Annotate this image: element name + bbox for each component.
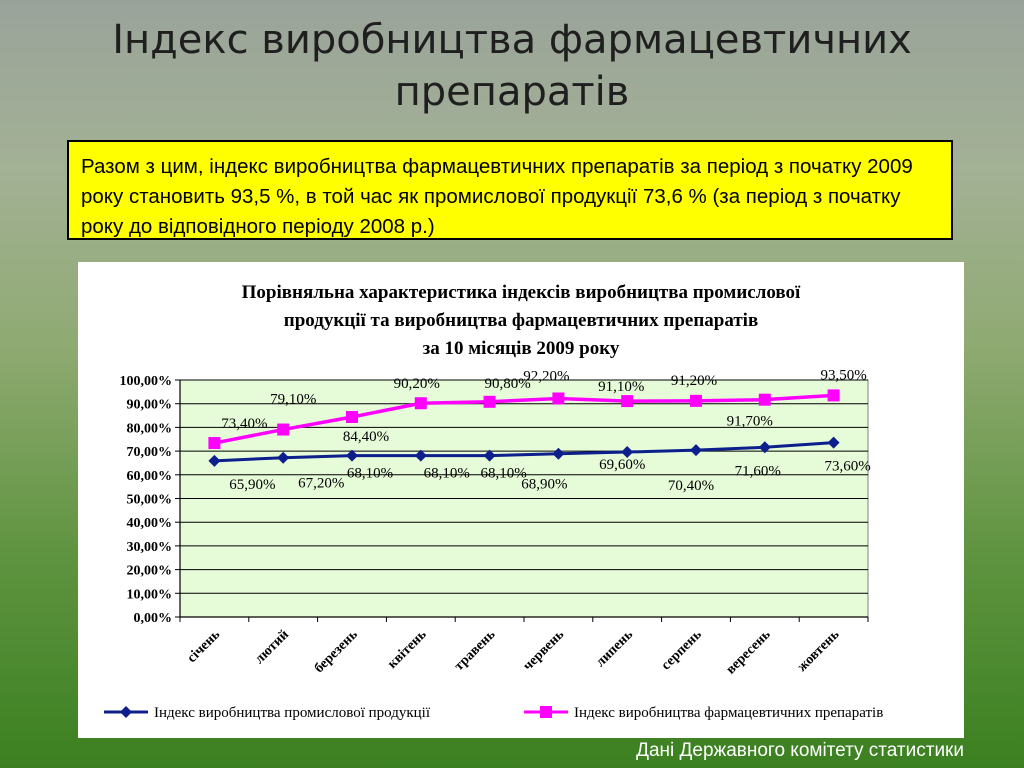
data-label: 90,20% [394, 376, 440, 392]
slide-title-line1: Індекс виробництва фармацевтичних [112, 17, 912, 63]
legend-label: Індекс виробництва фармацевтичних препар… [574, 705, 883, 721]
data-point [758, 441, 771, 454]
y-tick-label: 100,00% [120, 374, 173, 389]
x-tick-label: лютий [252, 627, 292, 667]
chart-title-line: Порівняльна характеристика індексів виро… [242, 282, 801, 303]
y-tick-label: 40,00% [127, 516, 173, 531]
x-tick-label: травень [452, 627, 499, 674]
legend-marker [540, 706, 552, 718]
legend-marker [120, 706, 132, 718]
data-label: 93,50% [820, 367, 866, 383]
slide-title: Індекс виробництва фармацевтичних препар… [0, 14, 1024, 118]
x-tick-label: червень [520, 627, 567, 674]
data-point [277, 423, 290, 436]
x-tick-label: березень [312, 627, 361, 676]
data-point [208, 454, 221, 467]
x-tick-label: вересень [723, 627, 774, 678]
data-point [277, 451, 290, 464]
x-tick-label: липень [593, 627, 636, 670]
data-label: 79,10% [270, 392, 316, 408]
y-tick-label: 80,00% [127, 421, 173, 436]
y-tick-label: 30,00% [127, 540, 173, 555]
legend-label: Індекс виробництва промислової продукції [154, 705, 431, 721]
x-tick-label: жовтень [795, 627, 843, 675]
data-point [827, 436, 840, 449]
data-label: 68,90% [521, 477, 567, 493]
slide-title-line2: препаратів [394, 69, 630, 115]
data-point [414, 449, 427, 462]
data-point [552, 447, 565, 460]
y-tick-label: 20,00% [127, 564, 173, 579]
data-label: 69,60% [599, 457, 645, 473]
data-point [690, 444, 702, 457]
data-label: 67,20% [298, 476, 344, 492]
data-point [552, 392, 565, 405]
data-label: 73,60% [824, 459, 870, 475]
data-label: 68,10% [424, 466, 470, 482]
data-label: 70,40% [668, 478, 714, 494]
summary-note: Разом з цим, індекс виробництва фармацев… [67, 140, 953, 240]
data-label: 92,20% [523, 368, 569, 384]
data-point [621, 446, 634, 459]
x-tick-label: січень [185, 627, 224, 666]
data-point [758, 393, 771, 406]
y-tick-label: 70,00% [127, 445, 173, 460]
y-tick-label: 10,00% [127, 587, 173, 602]
data-point [483, 395, 496, 408]
data-label: 73,40% [221, 416, 267, 432]
line-chart: Порівняльна характеристика індексів виро… [104, 282, 883, 721]
series-line [214, 393, 834, 445]
data-point [414, 397, 427, 410]
x-tick-label: квітень [385, 627, 430, 672]
data-label: 84,40% [343, 429, 389, 445]
data-label: 65,90% [229, 477, 275, 493]
data-point [346, 449, 358, 462]
x-tick-label: серпень [659, 627, 705, 673]
source-note: Дані Державного комітету статистики [636, 740, 964, 761]
chart-container: Порівняльна характеристика індексів виро… [78, 262, 964, 738]
data-point [690, 394, 702, 407]
data-point [208, 437, 221, 450]
chart-title-line: продукції та виробництва фармацевтичних … [284, 310, 758, 331]
data-point [346, 410, 358, 423]
y-tick-label: 50,00% [127, 493, 173, 508]
data-point [621, 395, 634, 408]
y-tick-label: 60,00% [127, 469, 173, 484]
data-label: 68,10% [347, 466, 393, 482]
data-label: 91,70% [727, 414, 773, 430]
series-line [214, 441, 834, 463]
data-label: 91,10% [598, 379, 644, 395]
data-label: 68,10% [480, 466, 526, 482]
data-point [827, 389, 840, 402]
y-tick-label: 90,00% [127, 398, 173, 413]
data-label: 91,20% [671, 373, 717, 389]
chart-title-line: за 10 місяців 2009 року [423, 338, 620, 359]
data-point [483, 449, 496, 462]
data-label: 71,60% [735, 463, 781, 479]
data-label: 90,80% [484, 376, 530, 392]
y-tick-label: 0,00% [134, 611, 173, 626]
